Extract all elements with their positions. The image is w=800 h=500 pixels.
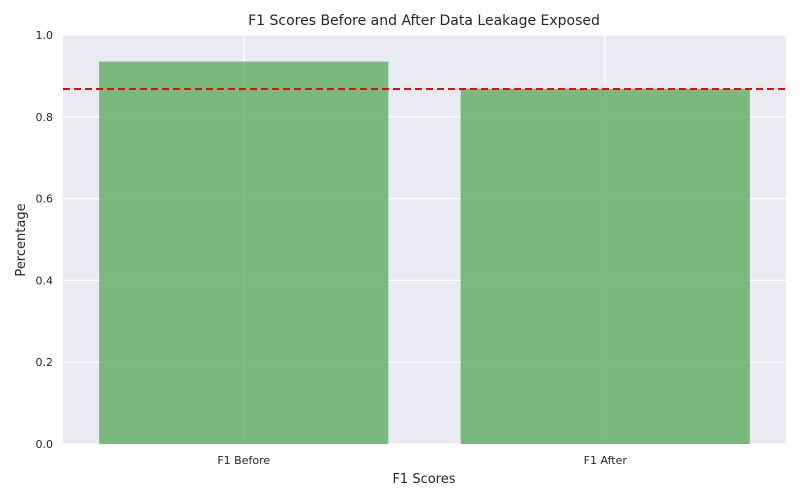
y-tick-label: 0.4 (36, 274, 54, 287)
x-axis-ticks: F1 Before F1 After (217, 454, 627, 467)
bars (99, 61, 750, 445)
y-tick-label: 0.0 (36, 438, 54, 451)
bar-f1-after (460, 88, 750, 444)
x-tick-label: F1 Before (217, 454, 270, 467)
y-tick-label: 0.2 (36, 356, 54, 369)
y-axis-ticks: 0.0 0.2 0.4 0.6 0.8 1.0 (36, 29, 54, 451)
y-tick-label: 0.8 (36, 111, 54, 124)
y-axis-label: Percentage (14, 203, 29, 276)
y-tick-label: 1.0 (36, 29, 54, 42)
bar-f1-before (99, 61, 389, 445)
chart-title: F1 Scores Before and After Data Leakage … (248, 13, 600, 29)
x-tick-label: F1 After (584, 454, 628, 467)
y-tick-label: 0.6 (36, 193, 54, 206)
x-axis-label: F1 Scores (392, 472, 455, 487)
